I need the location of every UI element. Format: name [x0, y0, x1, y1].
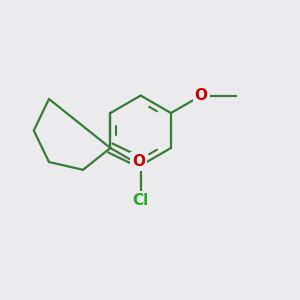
Text: O: O	[195, 88, 208, 103]
Text: Cl: Cl	[133, 193, 149, 208]
Text: O: O	[132, 154, 145, 169]
